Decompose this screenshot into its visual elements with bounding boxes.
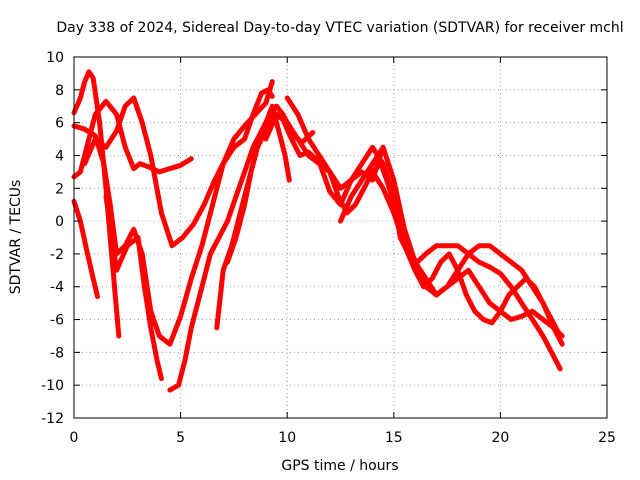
series-track-10 xyxy=(263,111,563,339)
data-series xyxy=(71,69,565,393)
chart-title: Day 338 of 2024, Sidereal Day-to-day VTE… xyxy=(56,20,623,36)
series-track-3 xyxy=(71,98,194,180)
series-track-1 xyxy=(71,198,100,300)
x-tick-label: 5 xyxy=(176,430,185,446)
y-tick-label: -6 xyxy=(50,313,64,329)
series-track-4 xyxy=(71,79,275,347)
x-axis-label: GPS time / hours xyxy=(281,458,398,474)
y-tick-label: 4 xyxy=(55,148,64,164)
y-tick-label: 0 xyxy=(55,214,64,230)
y-tick-label: 6 xyxy=(55,116,64,132)
plot-frame xyxy=(73,56,608,419)
y-axis-label: SDTVAR / TECUs xyxy=(8,180,24,295)
y-tick-label: -4 xyxy=(50,280,64,296)
series-track-11 xyxy=(284,95,563,372)
y-axis-ticks: -12 -10 -8 -6 -4 -2 0 2 4 6 8 10 xyxy=(41,50,607,427)
series-track-7 xyxy=(167,103,316,393)
series-track-13 xyxy=(370,169,565,339)
grid-lines xyxy=(74,57,607,418)
y-tick-label: -2 xyxy=(50,247,64,263)
y-tick-label: 8 xyxy=(55,83,64,99)
y-tick-label: 2 xyxy=(55,181,64,197)
series-track-5 xyxy=(82,87,275,249)
x-tick-label: 15 xyxy=(385,430,403,446)
x-tick-label: 0 xyxy=(70,430,79,446)
series-track-6 xyxy=(103,194,164,382)
y-tick-label: 10 xyxy=(46,50,64,66)
x-tick-label: 10 xyxy=(278,430,296,446)
series-track-12 xyxy=(338,144,565,347)
y-tick-label: -8 xyxy=(50,345,64,361)
x-tick-label: 20 xyxy=(491,430,509,446)
x-tick-label: 25 xyxy=(598,430,616,446)
y-tick-label: -12 xyxy=(41,411,64,427)
y-tick-label: -10 xyxy=(41,378,64,394)
x-axis-ticks: 0 5 10 15 20 25 xyxy=(70,57,616,446)
series-track-2 xyxy=(71,69,122,339)
